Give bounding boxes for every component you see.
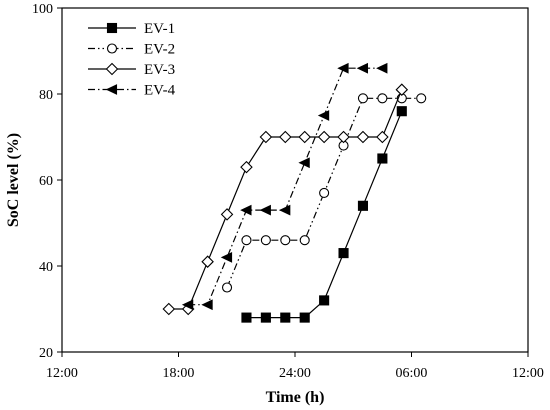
legend-marker: [107, 64, 118, 75]
data-point: [319, 132, 330, 143]
data-point: [260, 132, 271, 143]
y-tick-label: 40: [39, 260, 53, 275]
x-tick-label: 12:00: [46, 366, 78, 381]
legend-item: EV-2: [88, 42, 175, 58]
y-tick-label: 100: [32, 2, 53, 17]
data-point: [163, 304, 174, 315]
data-point: [281, 313, 290, 322]
y-tick-label: 80: [39, 88, 53, 103]
data-point: [338, 132, 349, 143]
legend-marker: [108, 24, 117, 33]
data-point: [261, 313, 270, 322]
data-point: [241, 162, 252, 173]
series-line: [188, 68, 382, 305]
x-tick-label: 18:00: [163, 366, 195, 381]
data-point: [320, 296, 329, 305]
legend-item: EV-1: [88, 21, 175, 37]
ticks: 12:00 18:00 24:00 06:00 12:00 20 40 60 80 100: [32, 2, 544, 381]
y-tick-label: 60: [39, 174, 53, 189]
data-point: [319, 111, 329, 120]
data-point: [357, 132, 368, 143]
axes: [62, 8, 528, 352]
data-point: [300, 158, 310, 167]
data-point: [242, 313, 251, 322]
x-tick-label: 24:00: [279, 366, 311, 381]
data-point: [377, 132, 388, 143]
series-layer: [163, 64, 425, 322]
data-point: [378, 154, 387, 163]
x-tick-label: 06:00: [396, 366, 428, 381]
legend-item: EV-3: [88, 62, 175, 78]
legend: EV-1 EV-2 EV-3 EV-4: [88, 21, 176, 99]
data-point: [281, 236, 290, 245]
data-point: [377, 64, 387, 73]
legend-label: EV-4: [144, 83, 176, 99]
data-point: [280, 132, 291, 143]
plot-frame: [62, 8, 528, 352]
data-point: [358, 201, 367, 210]
data-point: [222, 209, 233, 220]
data-point: [358, 94, 367, 103]
data-point: [202, 256, 213, 267]
legend-item: EV-4: [88, 83, 176, 99]
legend-label: EV-1: [144, 21, 175, 37]
data-point: [261, 236, 270, 245]
x-axis-title: Time (h): [266, 389, 325, 406]
data-point: [417, 94, 426, 103]
series-ev-4: [183, 64, 387, 310]
data-point: [241, 206, 251, 215]
data-point: [396, 84, 407, 95]
data-point: [320, 188, 329, 197]
data-point: [222, 253, 232, 262]
data-point: [378, 94, 387, 103]
data-point: [339, 249, 348, 258]
data-point: [299, 132, 310, 143]
x-tick-label: 12:00: [512, 366, 544, 381]
legend-marker: [107, 85, 117, 94]
data-point: [358, 64, 368, 73]
data-point: [397, 107, 406, 116]
legend-marker: [108, 44, 117, 53]
data-point: [242, 236, 251, 245]
y-tick-label: 20: [39, 346, 53, 361]
series-ev-2: [223, 94, 426, 292]
data-point: [300, 236, 309, 245]
series-ev-3: [163, 84, 407, 314]
data-point: [339, 64, 349, 73]
data-point: [261, 206, 271, 215]
data-point: [223, 283, 232, 292]
data-point: [203, 300, 213, 309]
data-point: [280, 206, 290, 215]
data-point: [300, 313, 309, 322]
y-axis-title: SoC level (%): [5, 133, 22, 227]
legend-label: EV-3: [144, 62, 175, 78]
series-line: [169, 90, 402, 309]
legend-label: EV-2: [144, 42, 175, 58]
